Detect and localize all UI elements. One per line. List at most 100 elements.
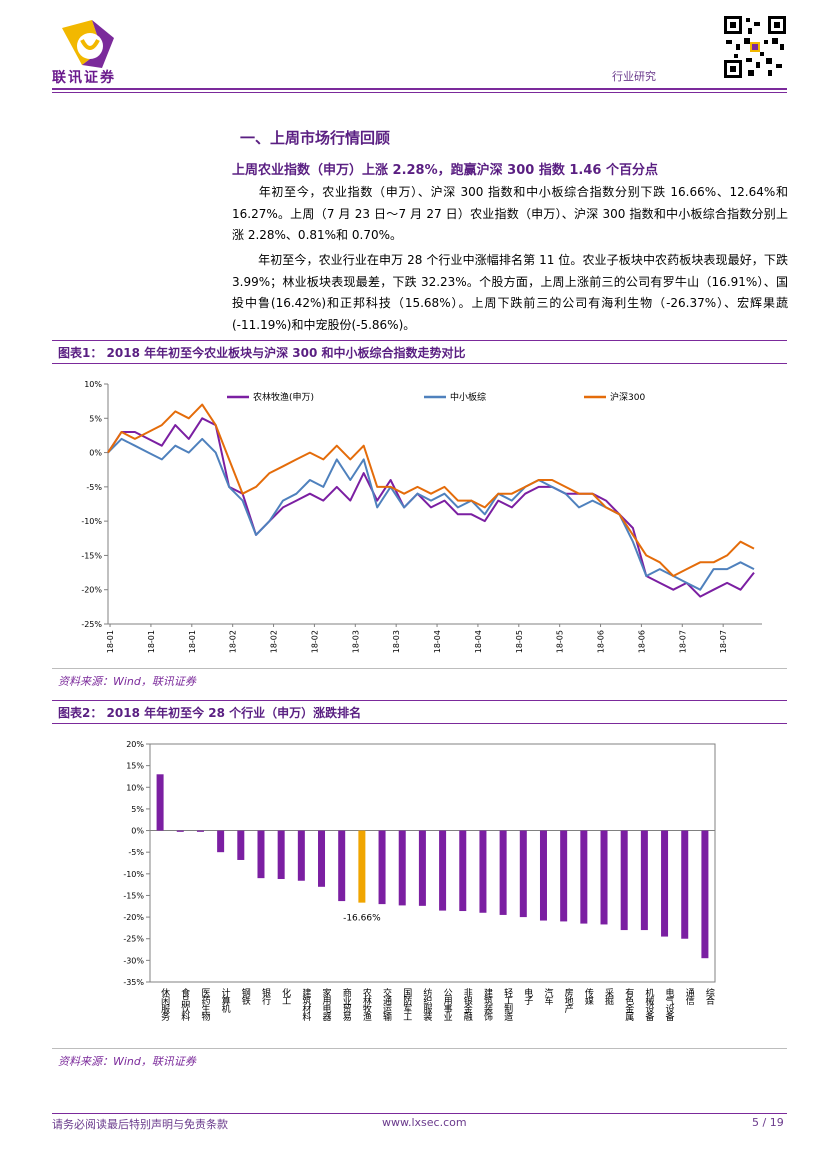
- footer-disclaimer-link[interactable]: 请务必阅读最后特别声明与免责条款: [52, 1118, 228, 1131]
- x-category-label: 纺织服装: [421, 987, 432, 1022]
- bar-annotation: -16.66%: [343, 914, 381, 924]
- figure1-title: 图表1： 2018 年年初至今农业板块与沪深 300 和中小板综合指数走势对比: [58, 346, 466, 360]
- x-tick-label: 18-07: [678, 630, 687, 653]
- figure1-title-bar: [52, 340, 787, 364]
- bar: [479, 830, 487, 913]
- y-tick-label: 10%: [84, 380, 102, 389]
- y-tick-label: 15%: [126, 762, 144, 771]
- bar: [398, 830, 406, 906]
- figure2-title: 图表2： 2018 年年初至今 28 个行业（申万）涨跌排名: [58, 706, 362, 720]
- x-category-label: 电子: [522, 987, 533, 1005]
- x-category-label: 通信: [684, 988, 695, 1006]
- footer-website-link[interactable]: www.lxsec.com: [382, 1116, 467, 1129]
- x-tick-label: 18-04: [474, 630, 483, 653]
- page-number: 5 / 19: [752, 1116, 784, 1129]
- bar: [539, 830, 547, 921]
- x-tick-label: 18-02: [270, 630, 279, 653]
- section-label: 行业研究: [612, 70, 656, 83]
- y-tick-label: -20%: [123, 913, 144, 922]
- x-tick-label: 18-06: [637, 630, 646, 653]
- x-tick-label: 18-07: [719, 630, 728, 653]
- x-category-label: 汽车: [542, 987, 553, 1006]
- company-logo: [62, 20, 114, 68]
- y-tick-label: -30%: [123, 956, 144, 965]
- y-tick-label: -15%: [123, 891, 144, 900]
- bar: [661, 830, 669, 937]
- bar: [378, 830, 386, 905]
- x-tick-label: 18-01: [106, 630, 115, 653]
- figure2-source: 资料来源：Wind，联讯证券: [58, 1055, 196, 1068]
- bar: [358, 830, 366, 903]
- x-category-label: 国防军工: [401, 988, 412, 1020]
- y-tick-label: -10%: [123, 870, 144, 879]
- y-tick-label: 10%: [126, 783, 144, 792]
- qr-code-icon: [722, 14, 788, 80]
- bar: [176, 830, 184, 832]
- bar: [681, 830, 689, 939]
- legend-label-3: 沪深300: [610, 391, 645, 403]
- bar: [257, 830, 265, 879]
- y-tick-label: 5%: [89, 414, 102, 423]
- figure2-title-bar: [52, 700, 787, 724]
- x-category-label: 建筑装饰: [482, 987, 493, 1022]
- bar: [217, 830, 225, 853]
- bar: [297, 830, 305, 881]
- bar: [196, 830, 204, 832]
- y-tick-label: 0%: [89, 449, 102, 458]
- series-line-2: [107, 437, 755, 591]
- y-tick-label: -10%: [81, 517, 102, 526]
- plot-frame: [149, 743, 716, 983]
- line-chart: 10% 5% 0% -5% -10% -15% -20% -25% 18-01 18-01 18-0…: [81, 380, 762, 653]
- y-tick-label: -5%: [128, 848, 144, 857]
- x-category-label: 食品饮料: [179, 987, 190, 1022]
- x-category-label: 商业贸易: [341, 987, 352, 1022]
- bar: [600, 830, 608, 925]
- bar: [459, 830, 467, 912]
- x-tick-label: 18-03: [392, 630, 401, 653]
- x-category-label: 银行: [260, 987, 271, 1006]
- x-category-label: 建筑材料: [300, 987, 311, 1022]
- x-category-label: 交通运输: [381, 987, 392, 1022]
- bar: [580, 830, 588, 924]
- x-category-label: 采掘: [603, 988, 614, 1006]
- bar: [499, 830, 507, 915]
- x-category-label: 综合: [704, 987, 715, 1006]
- bar: [156, 774, 164, 831]
- paragraph-1: 年初至今，农业指数（申万）、沪深 300 指数和中小板综合指数分别下跌 16.6…: [232, 185, 788, 242]
- x-category-label: 非银金融: [462, 987, 473, 1022]
- x-category-label: 公用事业: [442, 988, 453, 1021]
- legend-label-2: 中小板综: [450, 391, 486, 403]
- bar: [620, 830, 628, 931]
- x-tick-label: 18-02: [310, 630, 319, 653]
- bar: [338, 830, 346, 902]
- x-category-label: 钢铁: [240, 987, 251, 1006]
- figure2-rule: [52, 1048, 787, 1049]
- x-tick-label: 18-01: [147, 630, 156, 653]
- x-category-label: 传媒: [583, 987, 594, 1006]
- figure1-rule: [52, 668, 787, 669]
- figure1-source: 资料来源：Wind，联讯证券: [58, 675, 196, 688]
- bar: [318, 830, 326, 887]
- y-tick-label: -5%: [86, 483, 102, 492]
- x-category-label: 医药生物: [199, 988, 210, 1022]
- footer-divider: [52, 1113, 787, 1114]
- x-category-label: 计算机: [220, 987, 231, 1014]
- x-tick-label: 18-05: [515, 630, 524, 653]
- bar: [640, 830, 648, 931]
- bar: [560, 830, 568, 922]
- x-category-label: 机械设备: [643, 987, 654, 1021]
- y-tick-label: -25%: [123, 935, 144, 944]
- bar: [439, 830, 447, 911]
- y-tick-label: -20%: [81, 586, 102, 595]
- y-tick-label: 5%: [131, 805, 144, 814]
- x-tick-label: 18-05: [556, 630, 565, 653]
- x-category-label: 休闲服务: [159, 987, 170, 1022]
- x-tick-label: 18-01: [188, 630, 197, 653]
- y-tick-label: -35%: [123, 978, 144, 987]
- x-tick-label: 18-04: [433, 630, 442, 653]
- header-divider-thin: [52, 92, 787, 93]
- y-tick-label: 0%: [131, 827, 144, 836]
- x-category-label: 家用电器: [321, 987, 332, 1021]
- y-tick-label: -15%: [81, 551, 102, 560]
- y-tick-label: -25%: [81, 620, 102, 629]
